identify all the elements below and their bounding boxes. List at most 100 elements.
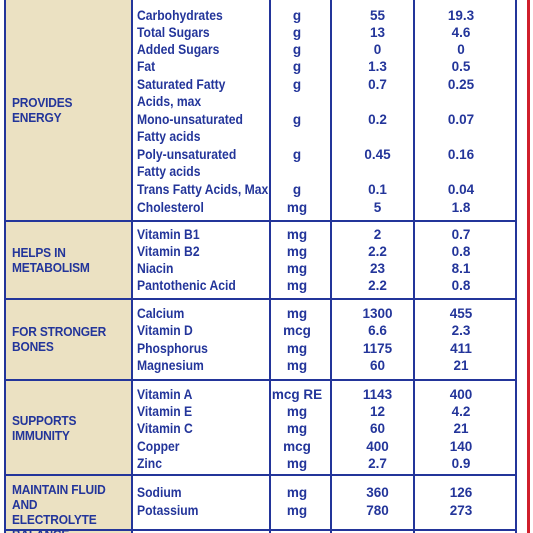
amount-per-serving: 2.3 bbox=[451, 323, 471, 338]
amount-value: 2.2 bbox=[368, 278, 387, 293]
nutrient-name: Magnesium bbox=[137, 358, 204, 373]
nutrient-unit: mg bbox=[286, 244, 308, 259]
column-divider-3 bbox=[330, 0, 332, 533]
table-row: Poly-unsaturated g 0.45 0.16 bbox=[137, 147, 517, 164]
nutrient-name: Vitamin D bbox=[137, 323, 193, 338]
nutrient-name: Vitamin A bbox=[137, 387, 193, 402]
nutrient-name: Pantothenic Acid bbox=[137, 278, 236, 293]
column-divider-4 bbox=[413, 0, 415, 533]
table-row: Saturated Fatty g 0.7 0.25 bbox=[137, 77, 517, 94]
nutrient-name: Niacin bbox=[137, 261, 174, 276]
category-label-energy: PROVIDES ENERGY bbox=[12, 95, 73, 125]
amount-value: 5 bbox=[373, 200, 382, 215]
nutrient-unit: mg bbox=[286, 278, 308, 293]
nutrient-name: Phosphorus bbox=[137, 341, 208, 356]
amount-value: 2.7 bbox=[368, 456, 387, 471]
table-row: Vitamin B1 mg 2 0.7 bbox=[137, 227, 517, 244]
nutrient-unit: g bbox=[292, 59, 302, 74]
table-row: Carbohydrates g 55 19.3 bbox=[137, 8, 517, 25]
table-row: Vitamin D mcg 6.6 2.3 bbox=[137, 323, 517, 340]
amount-per-serving: 4.2 bbox=[451, 404, 471, 419]
table-row: Vitamin A mcg RE 1143 400 bbox=[137, 387, 517, 404]
amount-per-serving: 4.6 bbox=[451, 25, 471, 40]
amount-per-serving: 0.25 bbox=[447, 77, 475, 92]
category-label-bones: FOR STRONGER BONES bbox=[12, 324, 107, 354]
nutrient-name: Sodium bbox=[137, 485, 182, 500]
nutrient-name: Total Sugars bbox=[137, 25, 210, 40]
amount-per-serving: 0 bbox=[457, 42, 465, 57]
amount-value: 0.7 bbox=[368, 77, 387, 92]
amount-per-serving: 140 bbox=[449, 439, 473, 454]
category-label-metabolism: HELPS IN METABOLISM bbox=[12, 245, 90, 275]
amount-value: 1.3 bbox=[368, 59, 387, 74]
amount-per-serving: 21 bbox=[453, 358, 469, 373]
category-label-immunity: SUPPORTS IMMUNITY bbox=[12, 413, 77, 443]
nutrient-name: Cholesterol bbox=[137, 200, 204, 215]
amount-value: 2.2 bbox=[368, 244, 387, 259]
table-row: Copper mcg 400 140 bbox=[137, 439, 517, 456]
category-column bbox=[6, 0, 133, 533]
amount-value: 1300 bbox=[362, 306, 393, 321]
nutrient-name: Potassium bbox=[137, 503, 199, 518]
table-row: Fatty acids bbox=[137, 129, 517, 146]
nutrient-name: Vitamin C bbox=[137, 421, 193, 436]
section-divider bbox=[6, 298, 517, 300]
nutrient-unit: mg bbox=[286, 261, 308, 276]
table-row: Fat g 1.3 0.5 bbox=[137, 59, 517, 76]
table-row: Trans Fatty Acids, Max g 0.1 0.04 bbox=[137, 182, 517, 199]
nutrient-unit: mg bbox=[286, 404, 308, 419]
table-row: Potassium mg 780 273 bbox=[137, 503, 517, 520]
amount-per-serving: 8.1 bbox=[451, 261, 471, 276]
amount-value: 400 bbox=[366, 439, 389, 454]
amount-value: 2 bbox=[373, 227, 382, 242]
table-row: Acids, max bbox=[137, 94, 517, 111]
nutrient-unit: mg bbox=[286, 485, 308, 500]
table-row: Sodium mg 360 126 bbox=[137, 485, 517, 502]
amount-value: 60 bbox=[369, 421, 386, 436]
column-divider-2 bbox=[269, 0, 271, 533]
nutrient-name: Vitamin E bbox=[137, 404, 193, 419]
table-row: Niacin mg 23 8.1 bbox=[137, 261, 517, 278]
section-divider bbox=[6, 529, 517, 531]
nutrient-unit: mg bbox=[286, 456, 308, 471]
table-border-left bbox=[4, 0, 6, 533]
nutrient-name: Vitamin B1 bbox=[137, 227, 200, 242]
nutrient-unit: g bbox=[292, 77, 302, 92]
nutrient-unit: g bbox=[292, 8, 302, 23]
amount-per-serving: 411 bbox=[450, 341, 472, 356]
amount-per-serving: 455 bbox=[449, 306, 473, 321]
nutrient-unit: g bbox=[292, 25, 302, 40]
table-row: Calcium mg 1300 455 bbox=[137, 306, 517, 323]
amount-value: 12 bbox=[369, 404, 386, 419]
nutrient-unit: g bbox=[292, 182, 302, 197]
amount-value: 0 bbox=[373, 42, 382, 57]
nutrient-unit: mg bbox=[286, 341, 308, 356]
section-divider bbox=[6, 379, 517, 381]
amount-value: 0.1 bbox=[368, 182, 387, 197]
amount-value: 780 bbox=[366, 503, 389, 518]
table-border-right bbox=[515, 0, 517, 533]
nutrient-name: Zinc bbox=[137, 456, 162, 471]
amount-per-serving: 0.7 bbox=[451, 227, 471, 242]
table-row: Pantothenic Acid mg 2.2 0.8 bbox=[137, 278, 517, 295]
table-row: Cholesterol mg 5 1.8 bbox=[137, 200, 517, 217]
amount-per-serving: 21 bbox=[453, 421, 469, 436]
nutrient-unit: mcg RE bbox=[271, 387, 323, 402]
amount-value: 0.45 bbox=[364, 147, 391, 162]
table-row: Total Sugars g 13 4.6 bbox=[137, 25, 517, 42]
amount-per-serving: 400 bbox=[449, 387, 473, 402]
amount-per-serving: 0.8 bbox=[451, 278, 471, 293]
amount-value: 360 bbox=[366, 485, 389, 500]
table-row: Vitamin E mg 12 4.2 bbox=[137, 404, 517, 421]
amount-per-serving: 19.3 bbox=[447, 8, 475, 23]
amount-per-serving: 0.5 bbox=[451, 59, 471, 74]
table-row: Vitamin B2 mg 2.2 0.8 bbox=[137, 244, 517, 261]
table-row: Vitamin C mg 60 21 bbox=[137, 421, 517, 438]
amount-per-serving: 0.04 bbox=[447, 182, 475, 197]
nutrient-name: Poly-unsaturated bbox=[137, 147, 237, 162]
nutrient-unit: mg bbox=[286, 503, 308, 518]
nutrient-unit: mcg bbox=[283, 323, 311, 338]
amount-value: 23 bbox=[369, 261, 386, 276]
amount-value: 0.2 bbox=[368, 112, 387, 127]
